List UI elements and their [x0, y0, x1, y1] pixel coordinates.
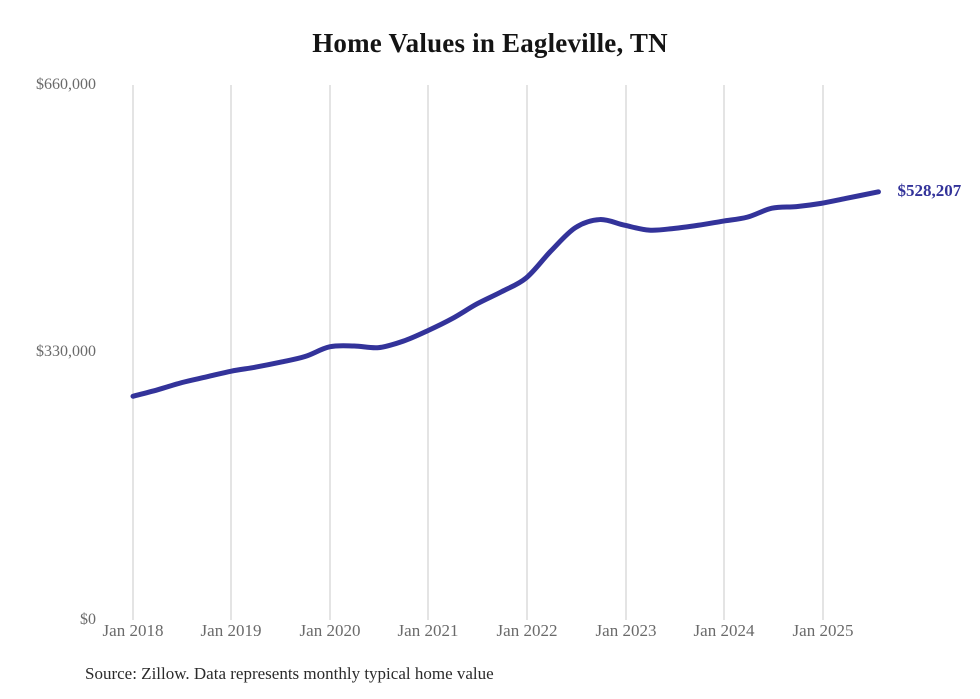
source-footnote: Source: Zillow. Data represents monthly …: [85, 664, 494, 683]
series-end-value-label: $528,207: [897, 180, 962, 200]
page-title: Home Values in Eagleville, TN: [312, 28, 668, 58]
x-axis-tick-label: Jan 2023: [595, 621, 657, 640]
gridline-group: [132, 85, 824, 620]
x-axis-tick-label: Jan 2020: [299, 621, 361, 640]
y-axis-tick-label: $660,000: [36, 76, 96, 93]
data-line-series-typical-home-value: [130, 189, 881, 399]
x-axis-tick-label: Jan 2025: [792, 621, 854, 640]
x-axis-tick-label: Jan 2024: [693, 621, 755, 640]
x-axis-tick-label: Jan 2019: [200, 621, 262, 640]
y-axis-tick-label: $330,000: [36, 343, 96, 360]
x-axis-tick-label: Jan 2021: [397, 621, 459, 640]
x-axis-tick-label: Jan 2018: [102, 621, 164, 640]
x-axis-tick-label: Jan 2022: [496, 621, 558, 640]
y-axis-tick-label: $0: [80, 611, 96, 628]
